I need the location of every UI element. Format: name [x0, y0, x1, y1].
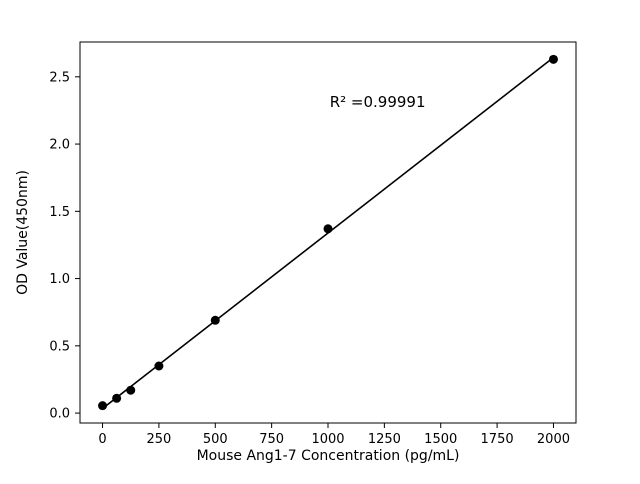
y-axis-tick-label: 0.0: [49, 407, 70, 422]
y-axis-tick-label: 0.5: [49, 339, 70, 354]
x-axis-tick-label: 1750: [481, 432, 514, 447]
y-axis-tick-label: 2.5: [49, 70, 70, 85]
y-axis-label: OD Value(450nm): [15, 170, 31, 295]
x-axis-tick-label: 250: [146, 432, 171, 447]
data-point: [323, 224, 333, 234]
data-point: [154, 361, 164, 371]
x-axis-tick-label: 750: [259, 432, 284, 447]
data-point: [112, 393, 122, 403]
data-point: [548, 54, 558, 64]
r-squared-annotation: R² =0.99991: [330, 93, 426, 111]
x-axis-tick-label: 1250: [368, 432, 401, 447]
data-point: [98, 401, 108, 411]
y-axis-tick-label: 2.0: [49, 138, 70, 153]
x-axis-label: Mouse Ang1-7 Concentration (pg/mL): [197, 448, 460, 464]
x-axis-tick-label: 2000: [537, 432, 570, 447]
x-axis-tick-label: 500: [203, 432, 228, 447]
x-axis-tick-label: 0: [98, 432, 106, 447]
y-axis-tick-label: 1.0: [49, 272, 70, 287]
data-point: [126, 385, 136, 395]
y-axis-tick-label: 1.5: [49, 205, 70, 220]
x-axis-tick-label: 1000: [311, 432, 344, 447]
data-point: [210, 315, 220, 325]
x-axis-tick-label: 1500: [424, 432, 457, 447]
